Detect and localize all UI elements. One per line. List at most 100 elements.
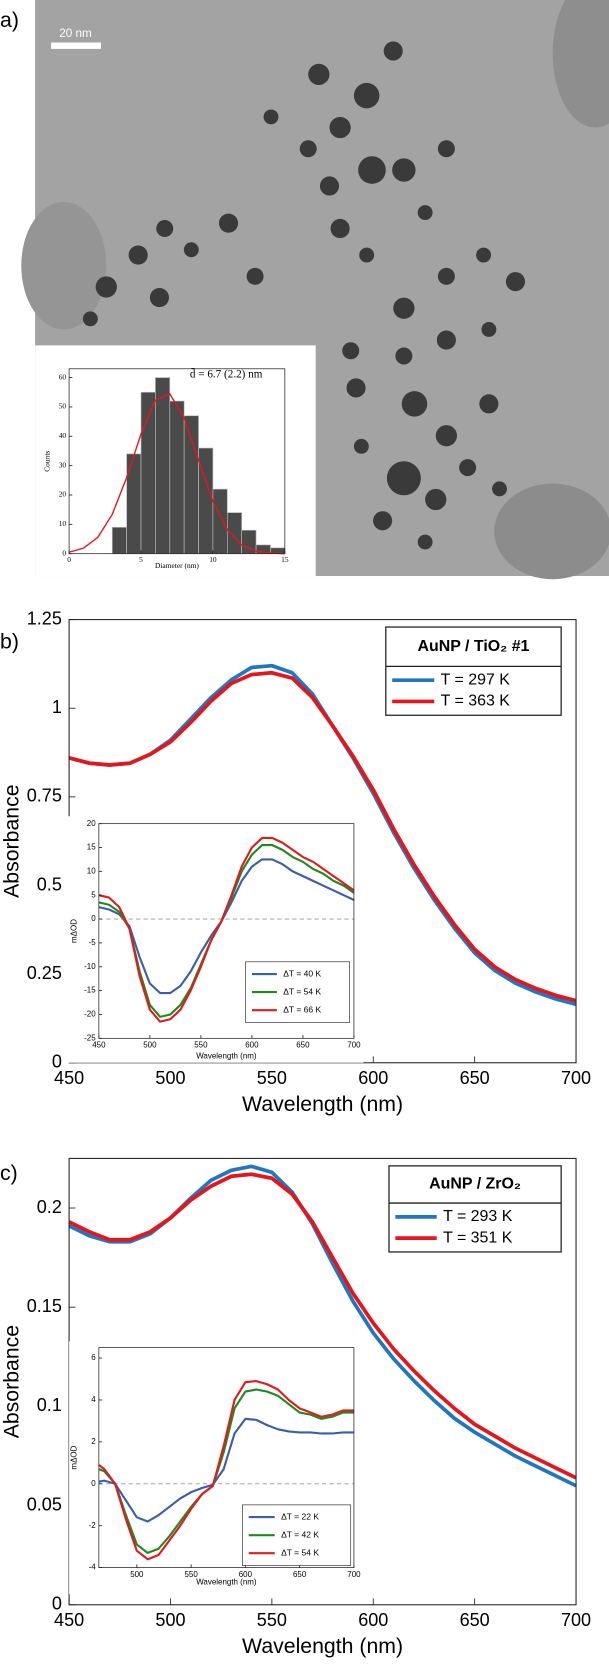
x-axis-label: Wavelength (nm) (242, 1634, 403, 1658)
y-axis-label: Absorbance (0, 1325, 23, 1438)
legend-label: T = 363 K (441, 693, 511, 710)
x-tick-label: 550 (184, 1570, 198, 1579)
inset-background (65, 816, 364, 1063)
x-axis-label: Wavelength (nm) (242, 1092, 403, 1116)
x-tick-label: 600 (239, 1570, 253, 1579)
y-tick-label: -10 (84, 962, 96, 971)
x-tick-label: 450 (92, 1041, 106, 1050)
histogram-bar (155, 377, 171, 555)
y-tick-label: 2 (91, 1437, 96, 1446)
y-tick-label: 6 (91, 1353, 96, 1362)
y-tick-label: 50 (59, 402, 67, 411)
x-axis-label: Wavelength (nm) (196, 1052, 257, 1061)
y-axis-label: Absorbance (0, 784, 23, 897)
x-tick-label: 15 (281, 555, 289, 564)
x-tick-label: 600 (245, 1041, 259, 1050)
panel-label: a) (0, 8, 19, 32)
y-tick-label: 0.5 (37, 874, 62, 894)
y-axis-label: mΔOD (70, 919, 79, 943)
y-tick-label: 40 (59, 431, 67, 440)
y-tick-label: 1.25 (27, 608, 62, 628)
x-tick-label: 700 (561, 1068, 591, 1088)
x-tick-label: 600 (358, 1068, 388, 1088)
histogram-bar (169, 400, 185, 555)
data-line (98, 1388, 354, 1554)
support-film (21, 201, 107, 330)
x-tick-label: 450 (54, 1610, 84, 1630)
x-tick-label: 500 (130, 1570, 144, 1579)
support-film (552, 0, 609, 128)
y-tick-label: 1 (52, 697, 62, 717)
y-tick-label: -2 (89, 1521, 97, 1530)
x-tick-label: 500 (155, 1068, 185, 1088)
legend-label: ΔT = 66 K (283, 1004, 321, 1014)
data-line (98, 1417, 354, 1523)
y-tick-label: 0 (52, 1594, 62, 1614)
y-tick-label: 0.05 (27, 1494, 62, 1514)
y-tick-label: -15 (84, 986, 96, 995)
y-tick-label: 5 (91, 890, 96, 899)
y-tick-label: 10 (59, 519, 67, 528)
histogram-bar (212, 488, 228, 555)
data-line (98, 836, 355, 1023)
x-tick-label: 600 (358, 1610, 388, 1630)
legend-label: T = 293 K (443, 1208, 513, 1225)
y-tick-label: 0 (52, 1052, 62, 1072)
legend-label: ΔT = 42 K (281, 1529, 319, 1539)
y-tick-label: 0.1 (37, 1395, 62, 1415)
fit-curve (68, 392, 285, 555)
y-tick-label: 20 (59, 490, 67, 499)
panel-label: c) (0, 1161, 18, 1185)
scale-bar (51, 42, 101, 49)
data-line (68, 1172, 577, 1480)
y-tick-label: 0 (91, 1479, 96, 1488)
x-tick-label: 550 (257, 1610, 287, 1630)
legend-label: ΔT = 54 K (281, 1547, 319, 1557)
y-tick-label: 20 (87, 819, 96, 828)
legend-label: T = 351 K (443, 1229, 513, 1246)
y-tick-label: 0.25 (27, 963, 62, 983)
panel-label: b) (0, 630, 19, 654)
x-tick-label: 550 (257, 1068, 287, 1088)
scale-bar-label: 20 nm (59, 27, 91, 40)
data-line (98, 1380, 354, 1561)
x-axis-label: Wavelength (nm) (196, 1578, 257, 1587)
data-line (68, 670, 577, 1003)
histogram-bar (126, 453, 142, 555)
x-tick-label: 700 (561, 1610, 591, 1630)
x-tick-label: 650 (293, 1570, 307, 1579)
legend-title: AuNP / ZrO₂ (429, 1176, 521, 1193)
axes-frame (98, 823, 355, 1039)
x-tick-label: 700 (347, 1041, 361, 1050)
histogram-bar (111, 526, 127, 555)
y-tick-label: 0.15 (27, 1296, 62, 1316)
x-tick-label: 650 (460, 1610, 490, 1630)
support-film (494, 483, 609, 580)
y-tick-label: 0.2 (37, 1197, 62, 1217)
y-tick-label: 15 (87, 843, 96, 852)
y-axis-label: mΔOD (70, 1445, 79, 1469)
x-tick-label: 650 (460, 1068, 490, 1088)
y-tick-label: 0 (62, 548, 66, 557)
nanoparticles (82, 41, 526, 550)
y-tick-label: -4 (89, 1563, 97, 1572)
y-axis-label: Counts (43, 451, 52, 472)
legend-label: T = 297 K (441, 671, 511, 688)
axes-frame (68, 368, 286, 555)
x-tick-label: 550 (194, 1041, 208, 1050)
y-tick-label: 10 (87, 866, 96, 875)
x-tick-label: 500 (143, 1041, 157, 1050)
x-tick-label: 450 (54, 1068, 84, 1088)
histogram-bar (198, 447, 214, 555)
y-tick-label: 0 (91, 914, 96, 923)
y-tick-label: 60 (59, 372, 67, 381)
histogram-bar (183, 415, 199, 555)
axes-frame (98, 1347, 355, 1568)
y-tick-label: 30 (59, 460, 67, 469)
x-tick-label: 0 (67, 555, 71, 564)
x-tick-label: 650 (296, 1041, 310, 1050)
annotation: d̄ = 6.7 (2.2) nm (190, 368, 263, 381)
legend-label: ΔT = 40 K (283, 968, 321, 978)
